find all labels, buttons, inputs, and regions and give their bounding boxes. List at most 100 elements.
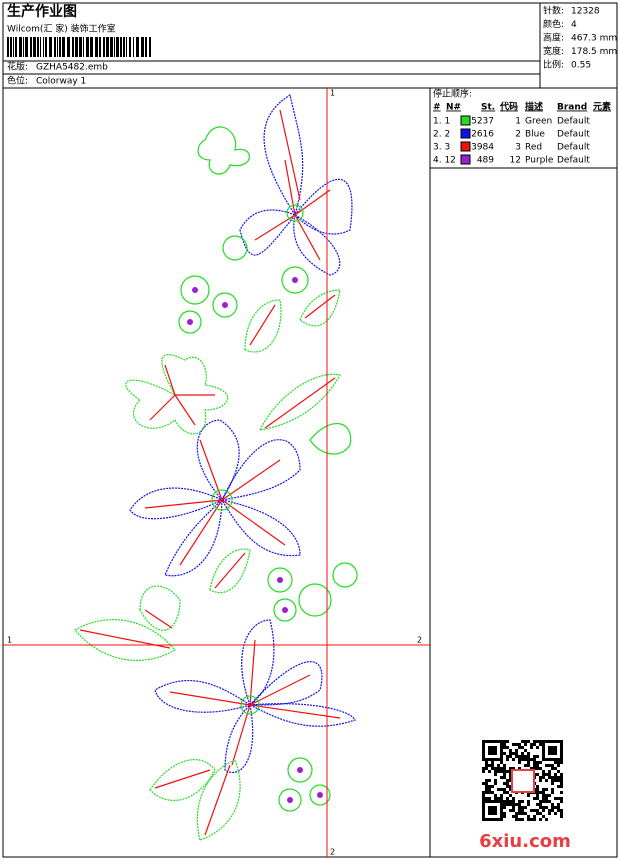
marker: 2	[330, 848, 335, 857]
qr-cell	[530, 809, 533, 812]
qr-cell	[482, 818, 485, 821]
description: Blue	[525, 130, 545, 140]
qr-cell	[512, 797, 515, 800]
qr-cell	[509, 770, 512, 773]
description: Green	[525, 117, 552, 127]
brand: Default	[557, 130, 590, 140]
qr-cell	[560, 791, 563, 794]
qr-cell	[527, 815, 530, 818]
qr-cell	[539, 779, 542, 782]
qr-cell	[512, 752, 515, 755]
bar	[57, 37, 58, 57]
description: Red	[525, 143, 542, 153]
qr-cell	[548, 809, 551, 812]
qr-cell	[506, 740, 509, 743]
qr-cell	[488, 806, 491, 809]
qr-cell	[485, 818, 488, 821]
qr-cell	[500, 743, 503, 746]
qr-cell	[509, 785, 512, 788]
qr-cell	[548, 800, 551, 803]
color-swatch	[460, 128, 471, 139]
stop-title: 停止顺序:	[433, 88, 472, 100]
qr-cell	[536, 812, 539, 815]
qr-cell	[557, 740, 560, 743]
qr-cell	[509, 794, 512, 797]
info-value: 178.5 mm	[571, 47, 617, 57]
qr-cell	[500, 767, 503, 770]
qr-cell	[551, 788, 554, 791]
qr-cell	[527, 755, 530, 758]
studio: Wilcom(汇 家) 装饰工作室	[7, 23, 116, 35]
qr-cell	[533, 743, 536, 746]
qr-cell	[500, 818, 503, 821]
row-index: 2. 2	[433, 130, 450, 140]
bar	[43, 37, 44, 57]
qr-cell	[524, 755, 527, 758]
qr-cell	[545, 806, 548, 809]
qr-cell	[509, 749, 512, 752]
qr-cell	[521, 800, 524, 803]
qr-cell	[545, 797, 548, 800]
bar	[13, 37, 14, 57]
qr-cell	[530, 743, 533, 746]
qr-cell	[554, 773, 557, 776]
qr-cell	[560, 740, 563, 743]
qr-cell	[506, 746, 509, 749]
qr-cell	[488, 764, 491, 767]
qr-cell	[509, 776, 512, 779]
bar	[106, 37, 109, 57]
qr-cell	[539, 740, 542, 743]
qr-cell	[536, 746, 539, 749]
bar	[19, 37, 22, 57]
qr-cell	[539, 767, 542, 770]
brand: Default	[557, 156, 590, 166]
qr-cell	[488, 785, 491, 788]
qr-cell	[506, 770, 509, 773]
qr-cell	[485, 740, 488, 743]
bar	[126, 37, 127, 57]
qr-cell	[551, 764, 554, 767]
qr-cell	[506, 803, 509, 806]
qr-cell	[503, 773, 506, 776]
qr-cell	[497, 788, 500, 791]
bar	[90, 37, 93, 57]
qr-cell	[560, 758, 563, 761]
bar	[62, 37, 65, 57]
qr-cell	[521, 746, 524, 749]
qr-cell	[536, 809, 539, 812]
qr-cell	[509, 803, 512, 806]
qr-cell	[515, 755, 518, 758]
qr-cell	[527, 818, 530, 821]
info-label: 针数:	[543, 5, 564, 17]
qr-cell	[497, 818, 500, 821]
description: Purple	[525, 156, 554, 166]
qr-cell	[485, 767, 488, 770]
qr-cell	[494, 770, 497, 773]
bar	[103, 37, 105, 57]
qr-cell	[527, 752, 530, 755]
qr-cell	[509, 800, 512, 803]
qr-cell	[554, 752, 557, 755]
qr-cell	[527, 758, 530, 761]
qr-cell	[509, 767, 512, 770]
qr-cell	[494, 806, 497, 809]
qr-cell	[536, 803, 539, 806]
qr-cell	[503, 806, 506, 809]
qr-cell	[548, 794, 551, 797]
qr-cell	[560, 797, 563, 800]
bar	[33, 37, 36, 57]
qr-cell	[536, 788, 539, 791]
info-label: 颜色:	[543, 18, 564, 30]
qr-cell	[494, 782, 497, 785]
qr-cell	[509, 773, 512, 776]
qr-cell	[482, 749, 485, 752]
qr-cell	[509, 809, 512, 812]
qr-cell	[494, 752, 497, 755]
qr-cell	[482, 782, 485, 785]
qr-cell	[527, 800, 530, 803]
qr-cell	[524, 749, 527, 752]
info: 针数: 12328 颜色: 4 高度: 467.3 mm 宽度: 178.5 mm 比例: 0.5…	[543, 5, 617, 71]
bar	[99, 37, 101, 57]
qr-cell	[491, 785, 494, 788]
qr-cell	[488, 797, 491, 800]
